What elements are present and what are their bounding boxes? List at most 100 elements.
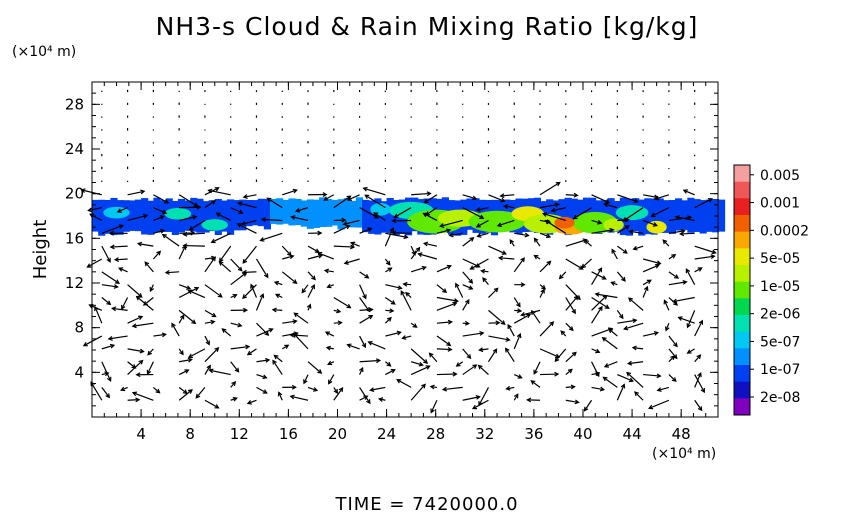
wind-vector xyxy=(668,374,677,382)
wind-vector xyxy=(616,271,626,282)
wind-vector xyxy=(591,361,600,377)
wind-arrowhead xyxy=(162,209,168,215)
wind-arrowhead xyxy=(425,365,431,370)
cloud-cell xyxy=(263,198,271,230)
wind-arrowhead xyxy=(390,300,396,305)
cloud-cell xyxy=(128,200,136,231)
wind-vector xyxy=(559,271,567,279)
wind-arrowhead xyxy=(271,307,277,313)
cloud-cell xyxy=(98,199,106,236)
wind-arrowhead xyxy=(400,290,405,296)
x-axis-unit: (×10⁴ m) xyxy=(652,446,717,462)
x-tick-label: 44 xyxy=(623,425,642,443)
wind-arrowhead xyxy=(664,326,670,332)
wind-vector xyxy=(101,297,111,305)
wind-vector xyxy=(565,351,577,363)
wind-vector xyxy=(359,359,380,363)
wind-arrowhead xyxy=(159,215,166,220)
wind-vector xyxy=(117,207,128,213)
wind-arrowhead xyxy=(155,388,161,394)
wind-vector xyxy=(584,239,592,247)
y-tick-label: 24 xyxy=(65,140,84,158)
wind-vector xyxy=(624,322,644,330)
wind-vector xyxy=(629,230,644,234)
wind-arrowhead xyxy=(194,286,200,292)
wind-arrowhead xyxy=(682,279,688,285)
wind-arrowhead xyxy=(259,237,265,242)
wind-arrowhead xyxy=(215,212,221,217)
wind-arrowhead xyxy=(108,230,114,236)
wind-vector xyxy=(188,290,206,299)
wind-vector xyxy=(513,297,521,307)
wind-arrowhead xyxy=(231,380,237,386)
wind-vector xyxy=(488,194,505,202)
wind-vector xyxy=(209,369,231,376)
wind-vector xyxy=(478,387,489,406)
wind-arrowhead xyxy=(574,399,580,405)
wind-vector xyxy=(178,369,189,376)
wind-vector xyxy=(147,348,154,356)
wind-arrowhead xyxy=(160,228,166,234)
wind-vector xyxy=(642,279,652,286)
wind-arrowhead xyxy=(541,284,547,290)
wind-arrowhead xyxy=(389,226,395,233)
wind-arrowhead xyxy=(195,393,201,399)
wind-vector xyxy=(396,379,412,388)
wind-arrowhead xyxy=(601,336,607,342)
wind-arrowhead xyxy=(465,298,470,305)
wind-vector xyxy=(204,257,216,260)
wind-arrowhead xyxy=(605,199,611,204)
wind-vector xyxy=(385,232,408,238)
wind-vector xyxy=(333,387,344,401)
cloud-cell xyxy=(306,199,314,229)
wind-arrowhead xyxy=(325,345,331,351)
wind-vector xyxy=(411,192,431,196)
wind-arrowhead xyxy=(241,269,247,275)
wind-vector xyxy=(347,344,360,350)
x-tick-label: 28 xyxy=(426,425,445,443)
wind-vector xyxy=(303,374,309,384)
wind-vector xyxy=(668,254,676,260)
wind-vector xyxy=(462,194,477,200)
colorbar-label: 0.0002 xyxy=(760,223,809,239)
wind-arrowhead xyxy=(367,227,373,232)
wind-vector xyxy=(144,261,154,273)
wind-arrowhead xyxy=(604,304,610,309)
wind-vector xyxy=(301,284,309,293)
wind-vector xyxy=(204,320,215,324)
wind-arrowhead xyxy=(214,187,220,192)
wind-arrowhead xyxy=(674,274,680,279)
wind-arrowhead xyxy=(697,372,702,378)
cloud-cell xyxy=(233,200,241,231)
wind-vector xyxy=(462,332,484,337)
wind-arrowhead xyxy=(385,260,391,266)
wind-vector xyxy=(565,386,575,389)
wind-vector xyxy=(462,271,473,284)
wind-vector xyxy=(153,215,165,222)
wind-arrowhead xyxy=(164,270,170,275)
wind-arrowhead xyxy=(609,227,615,233)
wind-vector xyxy=(479,348,489,351)
wind-arrowhead xyxy=(293,312,299,318)
wind-vector xyxy=(127,190,145,196)
wind-vector xyxy=(514,232,529,237)
wind-vector xyxy=(307,284,315,298)
wind-arrowhead xyxy=(120,386,126,392)
wind-vector xyxy=(189,219,206,231)
wind-arrowhead xyxy=(417,252,423,258)
wind-arrowhead xyxy=(560,330,566,336)
wind-arrowhead xyxy=(500,320,506,325)
wind-vector xyxy=(488,335,510,341)
wind-vector xyxy=(424,242,438,247)
wind-vector xyxy=(418,253,438,260)
wind-vector xyxy=(482,277,489,286)
wind-arrowhead xyxy=(289,332,295,338)
wind-vector xyxy=(623,207,644,222)
colorbar-swatch xyxy=(734,198,750,216)
wind-vector xyxy=(694,374,705,393)
wind-vector xyxy=(668,216,692,222)
wind-arrowhead xyxy=(572,214,578,220)
wind-vector xyxy=(643,194,658,199)
wind-vector xyxy=(478,365,489,376)
wind-arrowhead xyxy=(578,265,584,270)
